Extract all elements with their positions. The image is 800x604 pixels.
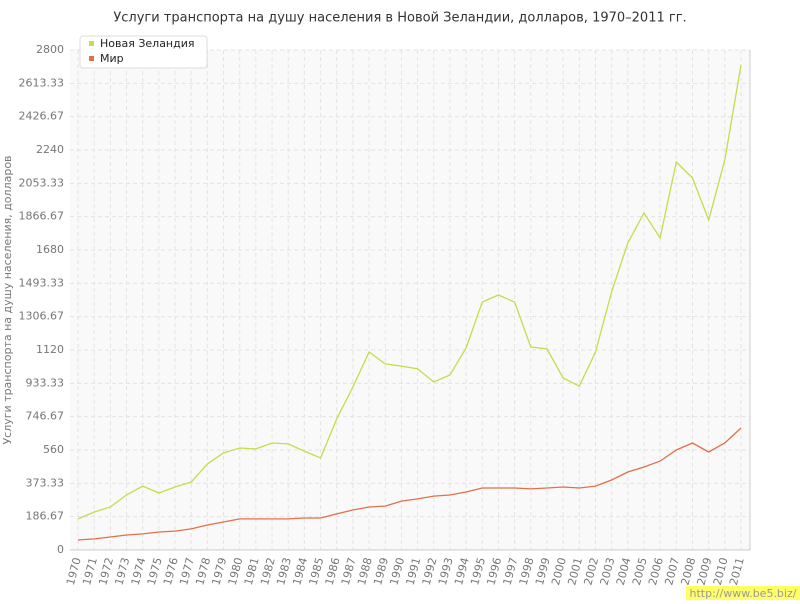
plot-area <box>70 50 750 550</box>
watermark-bg <box>686 586 800 600</box>
y-tick-label: 186.67 <box>26 510 65 523</box>
y-tick-label: 1680 <box>36 243 64 256</box>
legend-swatch <box>89 41 94 46</box>
series-line <box>77 427 742 541</box>
watermark: http://www.be5.biz/ <box>690 587 797 600</box>
y-tick-label: 1120 <box>36 343 64 356</box>
y-tick-label: 2426.67 <box>19 110 65 123</box>
y-tick-label: 2613.33 <box>19 76 65 89</box>
y-tick-label: 1866.67 <box>19 210 65 223</box>
y-tick-label: 373.33 <box>26 476 65 489</box>
y-tick-label: 560 <box>43 443 64 456</box>
legend-box <box>79 35 208 69</box>
series-line <box>77 64 742 520</box>
legend-label: Мир <box>100 52 124 65</box>
y-tick-label: 2240 <box>36 143 64 156</box>
y-tick-label: 933.33 <box>26 376 65 389</box>
y-tick-label: 1306.67 <box>19 310 65 323</box>
y-axis-label: Услуги транспорта на душу населения, дол… <box>1 155 14 444</box>
legend-label: Новая Зеландия <box>100 37 195 50</box>
y-tick-label: 2053.33 <box>19 176 65 189</box>
y-tick-label: 2800 <box>36 43 64 56</box>
legend-swatch <box>89 56 94 61</box>
y-tick-label: 0 <box>57 543 64 556</box>
chart-title: Услуги транспорта на душу населения в Но… <box>113 11 686 26</box>
y-tick-label: 746.67 <box>26 410 65 423</box>
y-tick-label: 1493.33 <box>19 276 65 289</box>
